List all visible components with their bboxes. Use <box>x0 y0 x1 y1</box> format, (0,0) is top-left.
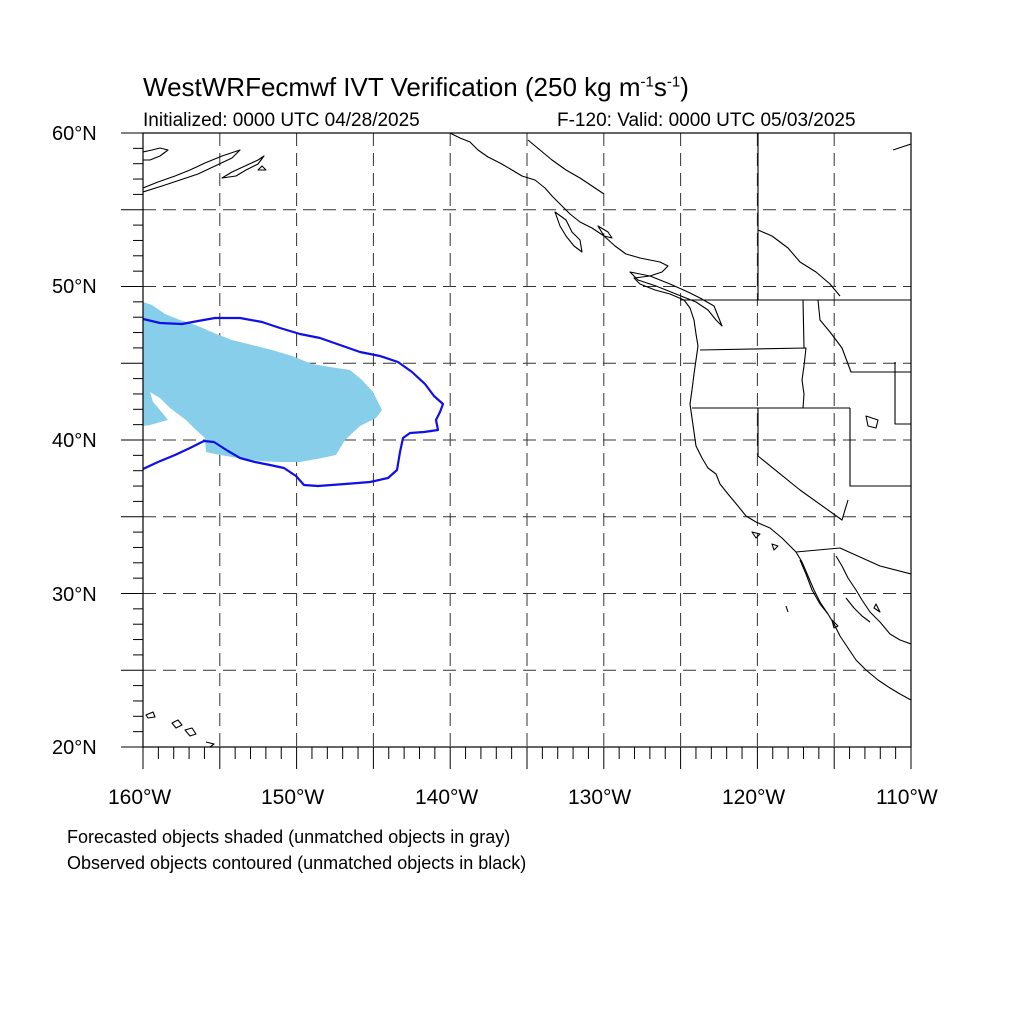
valid-time: F-120: Valid: 0000 UTC 05/03/2025 <box>557 110 856 131</box>
grid-lines <box>143 133 911 747</box>
map-title: WestWRFecmwf IVT Verification (250 kg m-… <box>143 72 689 102</box>
lat-label-20n: 20°N <box>52 737 97 759</box>
lon-label-150w: 150°W <box>261 786 325 809</box>
legend-observed-note: Observed objects contoured (unmatched ob… <box>67 853 527 873</box>
lat-label-60n: 60°N <box>52 123 97 145</box>
forecast-ivt-object <box>143 302 382 462</box>
legend-forecast-note: Forecasted objects shaded (unmatched obj… <box>67 827 511 847</box>
lon-label-120w: 120°W <box>722 786 786 809</box>
lon-label-110w: 110°W <box>876 786 938 809</box>
lon-label-130w: 130°W <box>568 786 632 809</box>
observed-ivt-contour <box>143 316 445 488</box>
lat-label-40n: 40°N <box>52 430 97 452</box>
initialized-time: Initialized: 0000 UTC 04/28/2025 <box>143 110 420 131</box>
coastlines <box>143 133 911 747</box>
lon-label-160w: 160°W <box>108 786 172 809</box>
lat-label-30n: 30°N <box>52 584 97 606</box>
lon-label-140w: 140°W <box>415 786 479 809</box>
tick-marks <box>121 132 912 769</box>
lat-label-50n: 50°N <box>52 276 97 298</box>
